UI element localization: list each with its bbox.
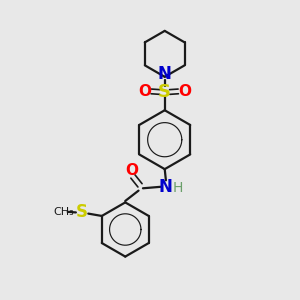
Text: O: O — [178, 84, 191, 99]
Text: S: S — [76, 203, 88, 221]
Text: CH₃: CH₃ — [53, 207, 74, 217]
Text: H: H — [173, 181, 184, 195]
Text: N: N — [158, 178, 172, 196]
Text: O: O — [125, 163, 138, 178]
Text: N: N — [158, 65, 172, 83]
Text: O: O — [138, 84, 151, 99]
Text: S: S — [158, 83, 171, 101]
